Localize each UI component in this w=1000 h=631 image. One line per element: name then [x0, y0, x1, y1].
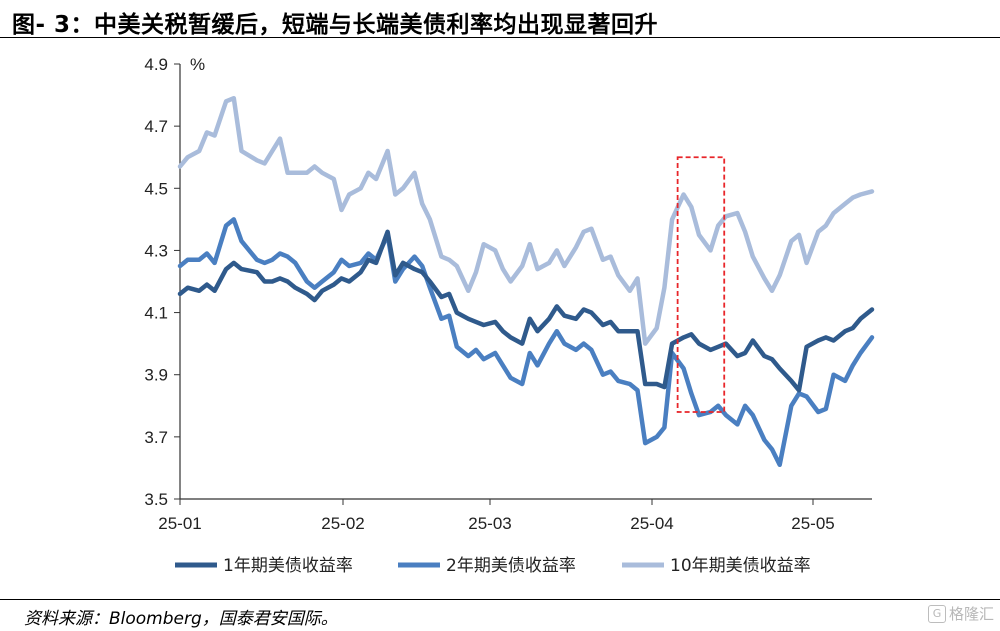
x-tick-label: 25-05 [791, 514, 834, 533]
legend-item: 1年期美债收益率 [175, 556, 353, 576]
series-line-2y [177, 217, 875, 468]
y-tick-label: 3.7 [144, 428, 168, 447]
legend-item: 10年期美债收益率 [622, 556, 811, 576]
source-note: 资料来源：Bloomberg，国泰君安国际。 [24, 609, 338, 629]
legend-label: 1年期美债收益率 [223, 556, 353, 576]
yield-line-chart: 4.9 4.7 4.5 4.3 4.1 3.9 3.7 3.5% 25-01 25-02 25-03… [144, 55, 875, 576]
x-tick-label: 25-03 [468, 514, 511, 533]
x-tick-label: 25-01 [158, 514, 201, 533]
watermark-text: 格隆汇 [948, 605, 994, 623]
legend-label: 10年期美债收益率 [670, 556, 811, 576]
y-unit-label: % [190, 55, 205, 74]
y-tick-label: 3.5 [144, 490, 168, 509]
figure-header: 图- 3：中美关税暂缓后，短端与长端美债利率均出现显著回升 [0, 0, 1000, 38]
y-tick-label: 4.3 [144, 241, 168, 260]
series-line-10y [177, 95, 875, 346]
legend-item: 2年期美债收益率 [398, 556, 576, 576]
y-tick-label: 4.9 [144, 55, 168, 74]
y-tick-label: 4.1 [144, 304, 168, 323]
legend-label: 2年期美债收益率 [446, 556, 576, 576]
y-tick-label: 3.9 [144, 366, 168, 385]
watermark-logo-icon: G [927, 604, 946, 623]
title-rule [0, 37, 1000, 38]
y-tick-label: 4.7 [144, 117, 168, 136]
watermark: G 格隆汇 [927, 603, 994, 624]
y-tick-label: 4.5 [144, 179, 168, 198]
highlight-box [676, 156, 726, 413]
figure-title: 图- 3：中美关税暂缓后，短端与长端美债利率均出现显著回升 [12, 12, 659, 38]
x-tick-label: 25-02 [321, 514, 364, 533]
footer-rule [0, 599, 1000, 600]
x-tick-label: 25-04 [630, 514, 673, 533]
series-line-1y [177, 229, 875, 393]
